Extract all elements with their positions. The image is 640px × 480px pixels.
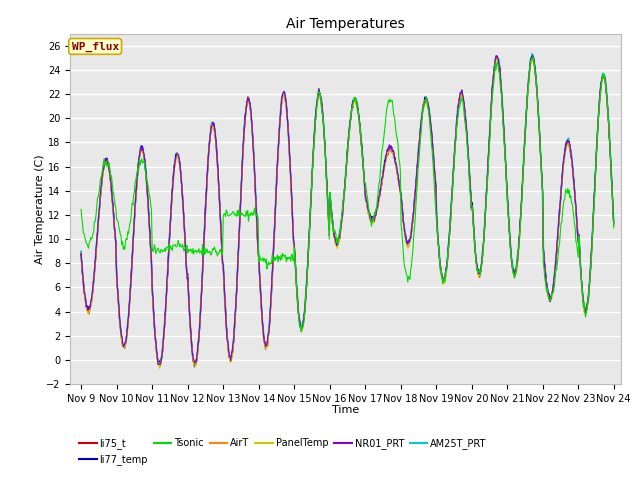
AirT <box>196 312 204 317</box>
Tsonic <box>428 149 436 155</box>
Line: PanelTemp: PanelTemp <box>81 58 614 368</box>
Tsonic <box>141 169 149 175</box>
X-axis label: Time: Time <box>332 405 359 415</box>
Line: AM25T_PRT: AM25T_PRT <box>81 54 614 364</box>
li75_t <box>413 174 420 180</box>
Tsonic <box>196 250 204 256</box>
AirT <box>428 138 436 144</box>
PanelTemp <box>610 223 618 229</box>
NR01_PRT <box>493 53 500 59</box>
PanelTemp <box>141 168 149 174</box>
AM25T_PRT <box>77 248 85 254</box>
Tsonic <box>529 54 537 60</box>
Tsonic <box>297 329 305 335</box>
AirT <box>141 169 149 175</box>
li77_temp <box>610 220 618 226</box>
NR01_PRT <box>196 312 204 318</box>
AirT <box>529 53 537 59</box>
PanelTemp <box>225 349 232 355</box>
Legend: li75_t, li77_temp, Tsonic, AirT, PanelTemp, NR01_PRT, AM25T_PRT: li75_t, li77_temp, Tsonic, AirT, PanelTe… <box>76 434 490 469</box>
NR01_PRT <box>225 347 232 352</box>
li75_t <box>428 140 436 145</box>
AM25T_PRT <box>225 347 232 352</box>
AM25T_PRT <box>87 301 95 307</box>
AirT <box>610 223 618 228</box>
li75_t <box>156 363 164 369</box>
Line: li77_temp: li77_temp <box>81 56 614 367</box>
NR01_PRT <box>428 136 436 142</box>
Line: li75_t: li75_t <box>81 56 614 366</box>
AirT <box>87 302 95 308</box>
PanelTemp <box>87 303 95 309</box>
AM25T_PRT <box>413 172 420 178</box>
NR01_PRT <box>413 171 420 177</box>
PanelTemp <box>156 365 163 371</box>
AirT <box>413 174 420 180</box>
NR01_PRT <box>141 168 149 173</box>
AM25T_PRT <box>141 163 149 169</box>
Tsonic <box>224 212 232 218</box>
Tsonic <box>413 192 420 197</box>
PanelTemp <box>413 175 420 180</box>
li75_t <box>225 347 232 353</box>
Text: WP_flux: WP_flux <box>72 41 119 51</box>
AM25T_PRT <box>529 51 536 57</box>
PanelTemp <box>196 313 204 319</box>
Y-axis label: Air Temperature (C): Air Temperature (C) <box>35 154 45 264</box>
Title: Air Temperatures: Air Temperatures <box>286 17 405 31</box>
PanelTemp <box>428 138 436 144</box>
li77_temp <box>77 252 85 258</box>
Line: NR01_PRT: NR01_PRT <box>81 56 614 364</box>
li75_t <box>77 250 85 256</box>
PanelTemp <box>493 55 500 61</box>
li77_temp <box>141 164 149 170</box>
NR01_PRT <box>610 221 618 227</box>
AirT <box>77 252 85 258</box>
li77_temp <box>196 310 204 316</box>
AM25T_PRT <box>428 139 436 144</box>
AirT <box>225 350 232 356</box>
Line: AirT: AirT <box>81 56 614 366</box>
AirT <box>156 363 163 369</box>
li77_temp <box>225 348 232 354</box>
AM25T_PRT <box>610 217 618 223</box>
AM25T_PRT <box>196 311 204 316</box>
li77_temp <box>413 171 420 177</box>
li75_t <box>87 303 95 309</box>
Tsonic <box>77 206 85 212</box>
li77_temp <box>428 138 436 144</box>
li77_temp <box>493 53 500 59</box>
li75_t <box>141 167 149 172</box>
NR01_PRT <box>156 361 163 367</box>
li75_t <box>529 53 536 59</box>
Line: Tsonic: Tsonic <box>81 57 614 332</box>
Tsonic <box>87 235 95 240</box>
li77_temp <box>191 364 198 370</box>
li75_t <box>610 222 618 228</box>
NR01_PRT <box>77 252 85 258</box>
Tsonic <box>610 225 618 230</box>
AM25T_PRT <box>155 361 163 367</box>
li75_t <box>196 314 204 320</box>
NR01_PRT <box>87 300 95 306</box>
li77_temp <box>87 303 95 309</box>
PanelTemp <box>77 253 85 259</box>
